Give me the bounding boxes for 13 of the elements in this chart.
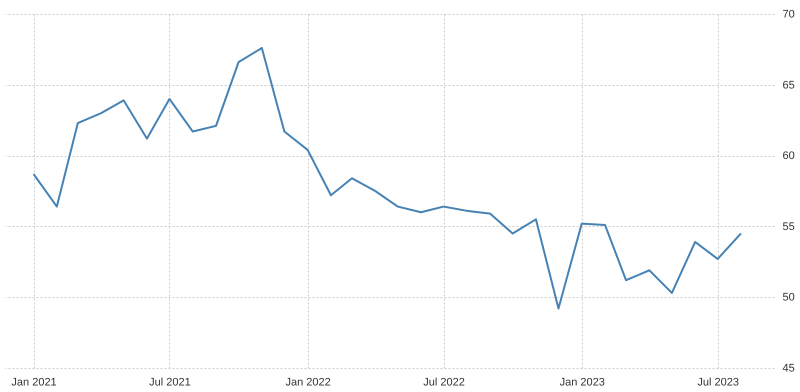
x-tick-label: Jul 2021 bbox=[149, 376, 191, 388]
y-tick-label: 45 bbox=[782, 362, 795, 374]
y-tick-label: 55 bbox=[782, 220, 795, 233]
x-tick-label: Jan 2021 bbox=[11, 376, 57, 388]
y-tick-label: 50 bbox=[782, 292, 795, 304]
x-tick-label: Jan 2022 bbox=[286, 376, 331, 388]
x-tick-label: Jul 2022 bbox=[423, 376, 465, 388]
y-tick-label: 60 bbox=[782, 150, 795, 162]
line-series bbox=[32, 46, 742, 310]
y-tick-label: 65 bbox=[782, 79, 795, 92]
x-tick-label: Jul 2023 bbox=[697, 376, 739, 388]
y-tick-label: 70 bbox=[782, 8, 795, 20]
x-tick-label: Jan 2023 bbox=[560, 376, 605, 388]
